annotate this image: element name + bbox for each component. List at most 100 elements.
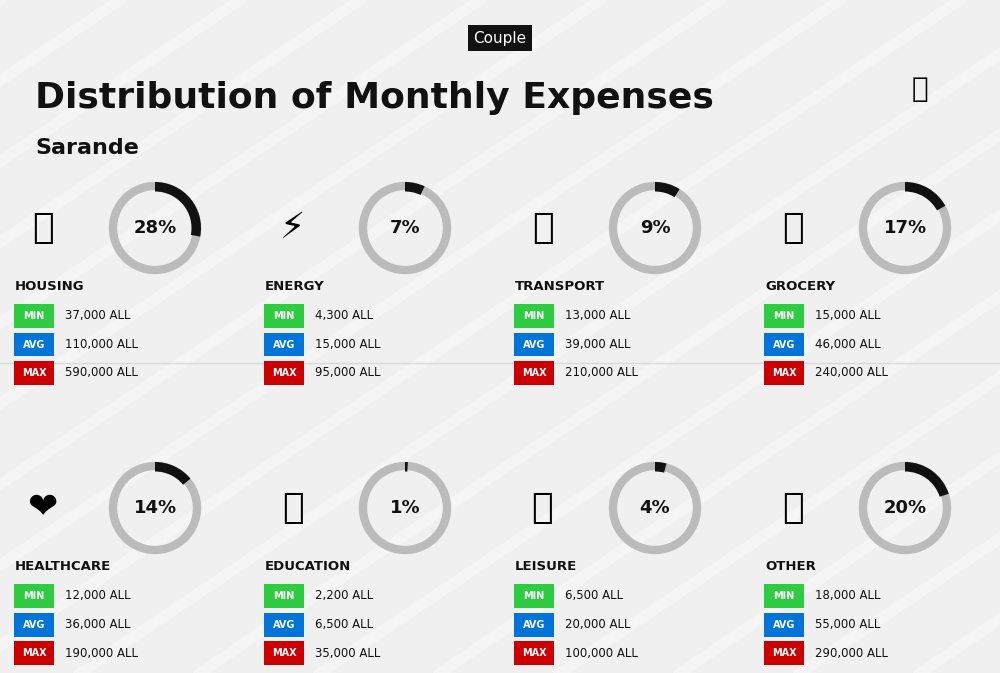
Text: 28%: 28%	[133, 219, 177, 237]
Text: 🛍️: 🛍️	[532, 491, 554, 525]
Text: 95,000 ALL: 95,000 ALL	[315, 367, 380, 380]
Text: 240,000 ALL: 240,000 ALL	[815, 367, 888, 380]
Text: 6,500 ALL: 6,500 ALL	[565, 590, 623, 602]
FancyBboxPatch shape	[514, 361, 554, 385]
Text: OTHER: OTHER	[765, 559, 816, 573]
FancyBboxPatch shape	[264, 612, 304, 637]
FancyBboxPatch shape	[514, 584, 554, 608]
Text: MIN: MIN	[523, 311, 545, 321]
Text: AVG: AVG	[773, 339, 795, 349]
Text: 36,000 ALL: 36,000 ALL	[65, 618, 130, 631]
Text: MAX: MAX	[772, 648, 796, 658]
Text: HEALTHCARE: HEALTHCARE	[15, 559, 111, 573]
Text: MAX: MAX	[772, 368, 796, 378]
Text: 🦅: 🦅	[912, 75, 928, 103]
Text: MAX: MAX	[272, 368, 296, 378]
Text: 🛒: 🛒	[782, 211, 804, 245]
Text: MAX: MAX	[22, 368, 46, 378]
FancyBboxPatch shape	[264, 584, 304, 608]
Text: MIN: MIN	[23, 591, 45, 601]
Text: AVG: AVG	[23, 620, 45, 629]
Text: AVG: AVG	[23, 339, 45, 349]
Text: 18,000 ALL: 18,000 ALL	[815, 590, 881, 602]
Text: 17%: 17%	[883, 219, 927, 237]
Wedge shape	[655, 462, 666, 472]
FancyBboxPatch shape	[764, 361, 804, 385]
Text: MIN: MIN	[523, 591, 545, 601]
FancyBboxPatch shape	[264, 361, 304, 385]
Text: 35,000 ALL: 35,000 ALL	[315, 647, 380, 660]
FancyBboxPatch shape	[14, 641, 54, 665]
Text: 13,000 ALL: 13,000 ALL	[565, 310, 631, 322]
Text: 🚌: 🚌	[532, 211, 554, 245]
Text: AVG: AVG	[273, 339, 295, 349]
Text: GROCERY: GROCERY	[765, 279, 835, 293]
Text: 🏢: 🏢	[32, 211, 54, 245]
Text: 290,000 ALL: 290,000 ALL	[815, 647, 888, 660]
FancyBboxPatch shape	[514, 641, 554, 665]
Text: AVG: AVG	[523, 339, 545, 349]
Text: MAX: MAX	[22, 648, 46, 658]
FancyBboxPatch shape	[14, 361, 54, 385]
Text: MAX: MAX	[522, 368, 546, 378]
Text: 39,000 ALL: 39,000 ALL	[565, 338, 631, 351]
Text: 14%: 14%	[133, 499, 177, 517]
Wedge shape	[905, 462, 949, 497]
Text: 110,000 ALL: 110,000 ALL	[65, 338, 138, 351]
Text: Distribution of Monthly Expenses: Distribution of Monthly Expenses	[35, 81, 714, 115]
Text: 46,000 ALL: 46,000 ALL	[815, 338, 881, 351]
FancyBboxPatch shape	[514, 304, 554, 328]
FancyBboxPatch shape	[764, 584, 804, 608]
Text: 4%: 4%	[640, 499, 670, 517]
FancyBboxPatch shape	[764, 304, 804, 328]
FancyBboxPatch shape	[514, 332, 554, 357]
Text: 20,000 ALL: 20,000 ALL	[565, 618, 631, 631]
Text: Sarande: Sarande	[35, 138, 139, 158]
Text: EDUCATION: EDUCATION	[265, 559, 351, 573]
FancyBboxPatch shape	[764, 332, 804, 357]
Text: 55,000 ALL: 55,000 ALL	[815, 618, 880, 631]
Text: MIN: MIN	[23, 311, 45, 321]
Text: 15,000 ALL: 15,000 ALL	[315, 338, 380, 351]
Text: MAX: MAX	[522, 648, 546, 658]
Text: HOUSING: HOUSING	[15, 279, 85, 293]
Text: 210,000 ALL: 210,000 ALL	[565, 367, 638, 380]
Text: 100,000 ALL: 100,000 ALL	[565, 647, 638, 660]
FancyBboxPatch shape	[14, 332, 54, 357]
Text: 190,000 ALL: 190,000 ALL	[65, 647, 138, 660]
FancyBboxPatch shape	[14, 584, 54, 608]
Text: Couple: Couple	[473, 30, 527, 46]
Text: MIN: MIN	[773, 311, 795, 321]
Text: 4,300 ALL: 4,300 ALL	[315, 310, 373, 322]
Wedge shape	[655, 182, 680, 197]
Text: 🎓: 🎓	[282, 491, 304, 525]
Text: 590,000 ALL: 590,000 ALL	[65, 367, 138, 380]
Text: 💰: 💰	[782, 491, 804, 525]
FancyBboxPatch shape	[14, 612, 54, 637]
Text: MIN: MIN	[273, 311, 295, 321]
Text: 37,000 ALL: 37,000 ALL	[65, 310, 130, 322]
Wedge shape	[405, 462, 408, 472]
FancyBboxPatch shape	[514, 612, 554, 637]
Wedge shape	[155, 462, 190, 485]
Wedge shape	[905, 182, 945, 211]
Text: AVG: AVG	[273, 620, 295, 629]
Text: MIN: MIN	[273, 591, 295, 601]
Wedge shape	[405, 182, 425, 195]
Text: 2,200 ALL: 2,200 ALL	[315, 590, 373, 602]
Text: 12,000 ALL: 12,000 ALL	[65, 590, 131, 602]
FancyBboxPatch shape	[264, 332, 304, 357]
FancyBboxPatch shape	[764, 641, 804, 665]
Text: AVG: AVG	[773, 620, 795, 629]
FancyBboxPatch shape	[264, 304, 304, 328]
Text: AVG: AVG	[523, 620, 545, 629]
Text: 15,000 ALL: 15,000 ALL	[815, 310, 881, 322]
Text: ❤️: ❤️	[28, 491, 58, 525]
FancyBboxPatch shape	[764, 612, 804, 637]
Text: 20%: 20%	[883, 499, 927, 517]
Text: LEISURE: LEISURE	[515, 559, 577, 573]
FancyBboxPatch shape	[14, 304, 54, 328]
Text: 1%: 1%	[390, 499, 420, 517]
Text: 9%: 9%	[640, 219, 670, 237]
FancyBboxPatch shape	[264, 641, 304, 665]
